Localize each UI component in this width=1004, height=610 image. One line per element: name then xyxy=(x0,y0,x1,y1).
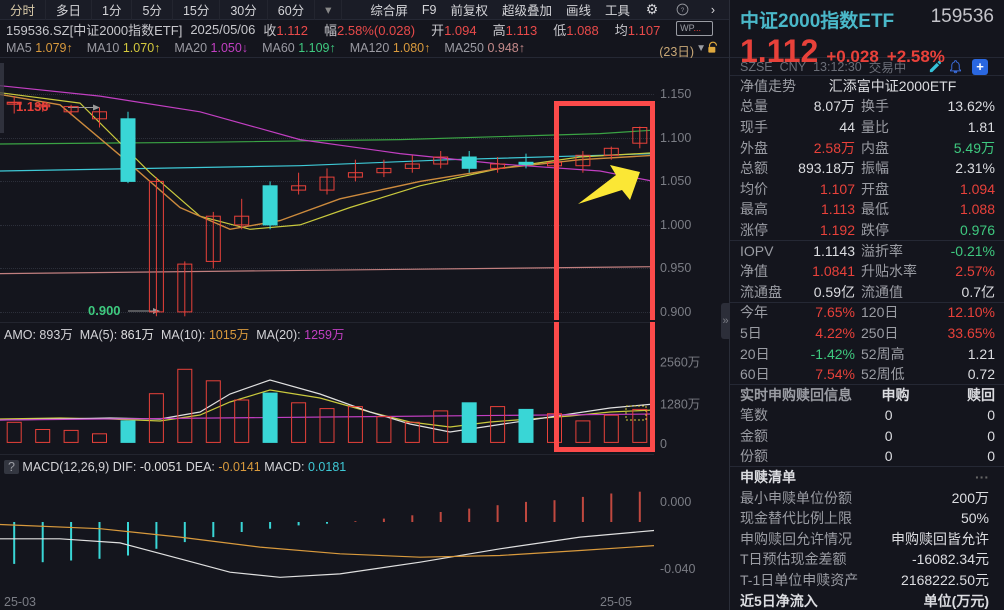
svg-text:0.900: 0.900 xyxy=(88,303,121,318)
svg-text:?: ? xyxy=(680,8,684,14)
